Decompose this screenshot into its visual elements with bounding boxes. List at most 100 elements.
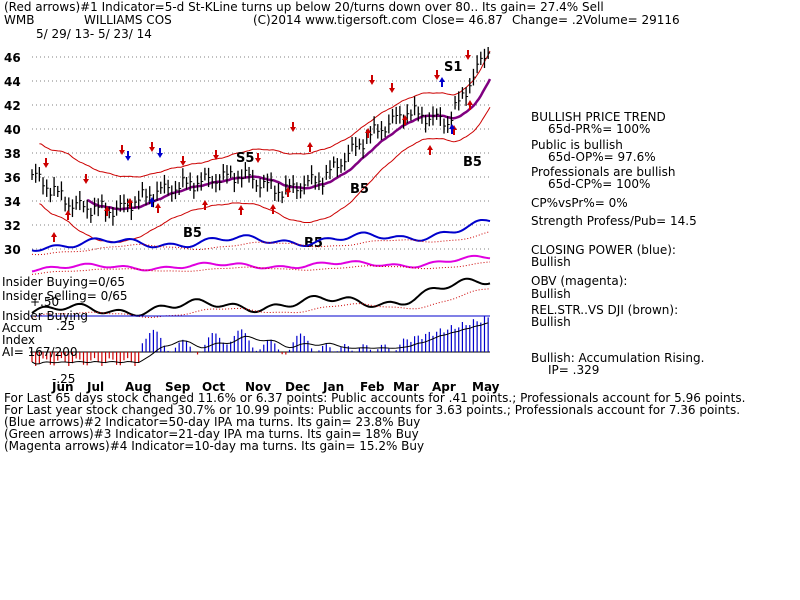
x-tick-label: Jun	[51, 380, 74, 394]
accumulation-histogram	[31, 316, 489, 366]
up-arrow-icon	[155, 203, 161, 213]
accum-label: Accum	[2, 321, 43, 335]
accum-index-label: Index	[2, 333, 35, 347]
footer-year-summary: For Last year stock changed 30.7% or 10.…	[4, 403, 740, 417]
down-arrow-icon	[465, 50, 471, 60]
header-indicator-line: (Red arrows)#1 Indicator=5-d St-KLine tu…	[4, 0, 604, 14]
up-arrow-icon	[270, 204, 276, 214]
accum-tick-label: .25	[56, 319, 75, 333]
y-tick-label: 36	[4, 171, 21, 185]
insider-buying-label: Insider Buying	[2, 309, 88, 323]
signal-label: B5	[350, 182, 369, 197]
ip-value: IP= .329	[548, 363, 599, 377]
down-arrow-icon	[149, 142, 155, 152]
up-arrow-icon	[65, 210, 71, 220]
up-arrow-icon	[307, 142, 313, 152]
x-tick-label: Mar	[393, 380, 419, 394]
y-tick-label: 32	[4, 219, 21, 233]
company-name: WILLIAMS COS	[84, 13, 172, 27]
copyright: (C)2014 www.tigersoft.com	[253, 13, 417, 27]
obv-title: OBV (magenta):	[531, 274, 627, 288]
x-tick-label: Feb	[360, 380, 385, 394]
accumulation-ma-line	[31, 322, 489, 365]
upper-band-line	[39, 50, 491, 178]
y-tick-label: 44	[4, 75, 21, 89]
up-arrow-icon	[238, 205, 244, 215]
down-arrow-icon	[369, 75, 375, 85]
close-price: Close= 46.87	[422, 13, 503, 27]
lower-band-line	[39, 106, 491, 243]
up-arrow-icon	[202, 200, 208, 210]
up-arrow-icon	[402, 115, 408, 125]
volume: Volume= 29116	[583, 13, 680, 27]
down-arrow-icon	[290, 122, 296, 132]
y-tick-label: 34	[4, 195, 21, 209]
strength-ratio: Strength Profess/Pub= 14.5	[531, 214, 697, 228]
down-arrow-icon	[83, 174, 89, 184]
relstr-title: REL.STR..VS DJI (brown):	[531, 303, 678, 317]
down-arrow-icon	[43, 158, 49, 168]
down-arrow-icon	[119, 145, 125, 155]
accum-tick-label: -.25	[52, 372, 75, 386]
signal-label: B5	[463, 155, 482, 170]
price-change: Change= .2	[512, 13, 583, 27]
ticker-symbol: WMB	[4, 13, 34, 27]
y-tick-label: 40	[4, 123, 21, 137]
y-axis-ticks: 46 44 42 40 38 36 34 32 30	[4, 51, 21, 257]
date-range: 5/ 29/ 13- 5/ 23/ 14	[36, 27, 152, 41]
down-arrow-icon	[157, 148, 163, 158]
relative-strength-line	[31, 277, 491, 317]
closing-power-title: CLOSING POWER (blue):	[531, 243, 676, 257]
obv-value: Bullish	[531, 287, 571, 301]
x-tick-label: Sep	[165, 380, 191, 394]
up-arrow-icon	[427, 145, 433, 155]
closing-power-line	[31, 219, 491, 252]
trend-title: BULLISH PRICE TREND	[531, 110, 666, 124]
up-arrow-icon	[439, 77, 445, 87]
relative-strength-ma-line	[31, 288, 491, 319]
down-arrow-icon	[434, 70, 440, 80]
ai-score: AI= 167/200	[2, 345, 77, 359]
price-grid	[32, 56, 490, 250]
obv-line	[31, 254, 491, 273]
x-tick-label: Jan	[322, 380, 344, 394]
footer-blue-arrows: (Blue arrows)#2 Indicator=50-day IPA ma …	[4, 415, 420, 429]
signal-label: B5	[183, 226, 202, 241]
signal-arrows	[43, 50, 473, 242]
x-tick-label: May	[472, 380, 500, 394]
x-tick-label: Nov	[245, 380, 271, 394]
up-arrow-icon	[149, 197, 155, 207]
right-panel: BULLISH PRICE TREND 65d-PR%= 100% Public…	[531, 110, 704, 377]
relstr-value: Bullish	[531, 315, 571, 329]
closing-power-ma-line	[31, 231, 491, 256]
down-arrow-icon	[389, 83, 395, 93]
up-arrow-icon	[285, 187, 291, 197]
footer-65day-summary: For Last 65 days stock changed 11.6% or …	[4, 391, 745, 405]
insider-selling-ratio: Insider Selling= 0/65	[2, 289, 128, 303]
insider-buying-ratio: Insider Buying=0/65	[2, 275, 125, 289]
public-title: Public is bullish	[531, 138, 623, 152]
trend-value: 65d-PR%= 100%	[548, 122, 650, 136]
down-arrow-icon	[125, 151, 131, 161]
x-tick-label: Oct	[202, 380, 225, 394]
y-tick-label: 42	[4, 99, 21, 113]
up-arrow-icon	[449, 124, 455, 134]
x-tick-label: Apr	[432, 380, 456, 394]
closing-power-value: Bullish	[531, 255, 571, 269]
x-tick-label: Jul	[86, 380, 104, 394]
up-arrow-icon	[467, 100, 473, 110]
footer-magenta-arrows: (Magenta arrows)#4 Indicator=10-day ma t…	[4, 439, 424, 453]
up-arrow-icon	[365, 128, 371, 138]
down-arrow-icon	[255, 153, 261, 163]
accum-tick-label: +.50	[30, 295, 59, 309]
public-value: 65d-OP%= 97.6%	[548, 150, 656, 164]
down-arrow-icon	[180, 156, 186, 166]
professionals-title: Professionals are bullish	[531, 165, 676, 179]
y-tick-label: 46	[4, 51, 21, 65]
footer-green-arrows: (Green arrows)#3 Indicator=21-day IPA ma…	[4, 427, 419, 441]
y-tick-label: 38	[4, 147, 21, 161]
x-tick-label: Aug	[125, 380, 151, 394]
cp-vs-pr: CP%vsPr%= 0%	[531, 196, 628, 210]
x-tick-label: Dec	[285, 380, 310, 394]
